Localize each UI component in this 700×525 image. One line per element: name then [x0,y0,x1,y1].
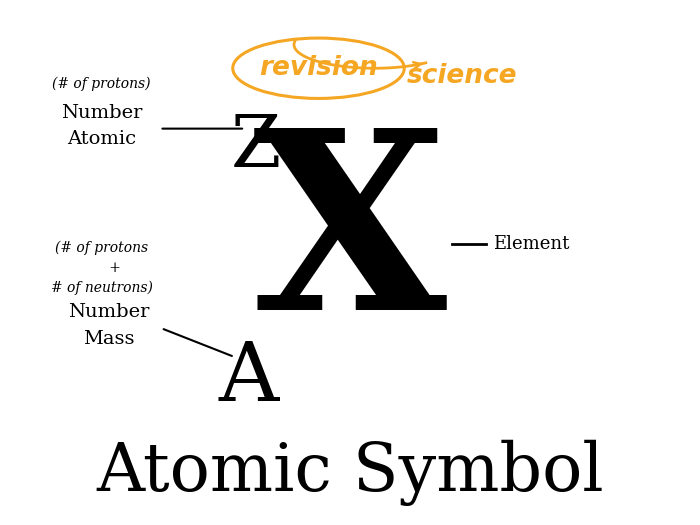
Text: revision: revision [259,55,378,81]
Text: science: science [407,63,517,89]
Text: X: X [253,121,447,362]
Text: Number: Number [61,104,142,122]
Text: (# of protons
      +
# of neutrons): (# of protons + # of neutrons) [50,241,153,295]
Text: Mass: Mass [83,330,134,348]
Text: Atomic Symbol: Atomic Symbol [96,439,604,506]
Text: (# of protons): (# of protons) [52,77,150,91]
Text: Atomic: Atomic [67,130,136,148]
Text: A: A [218,338,279,418]
Text: Number: Number [68,303,149,321]
Text: Element: Element [494,235,570,253]
Text: Z: Z [230,112,281,182]
